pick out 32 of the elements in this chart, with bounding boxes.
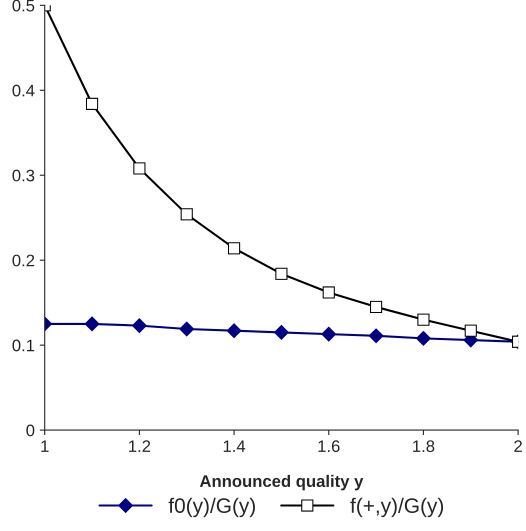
x-tick-label: 1.6	[318, 440, 340, 452]
y-tick-label: 0.1	[12, 340, 34, 352]
point	[84, 316, 100, 332]
point	[417, 314, 430, 326]
point	[275, 268, 288, 280]
point	[416, 330, 431, 346]
x-tick-label: 1.2	[129, 440, 150, 452]
y-tick-label: 0	[26, 424, 34, 436]
point	[322, 286, 335, 299]
point	[133, 162, 146, 175]
point	[370, 300, 382, 313]
point	[321, 326, 336, 342]
point	[464, 324, 477, 337]
point	[368, 328, 384, 344]
y-tick-label: 0.2	[12, 254, 34, 266]
point	[226, 323, 242, 338]
legend-label: f(+,y)/G(y)	[350, 498, 444, 518]
x-tick-label: 1	[41, 440, 49, 452]
point	[179, 322, 194, 336]
point	[132, 318, 147, 334]
y-tick-label: 0.4	[12, 84, 34, 96]
point	[274, 325, 289, 340]
x-tick-label: 2	[514, 440, 522, 452]
x-tick-label: 1.8	[413, 440, 434, 452]
point	[86, 98, 98, 110]
y-tick-label: 0.5	[12, 0, 34, 12]
point	[180, 208, 193, 220]
x-axis-title: Announced quality y	[200, 474, 364, 490]
point	[228, 242, 240, 254]
x-tick-label: 1.4	[224, 440, 246, 452]
legend-label: f0(y)/G(y)	[168, 498, 255, 518]
y-tick-label: 0.3	[12, 170, 34, 182]
